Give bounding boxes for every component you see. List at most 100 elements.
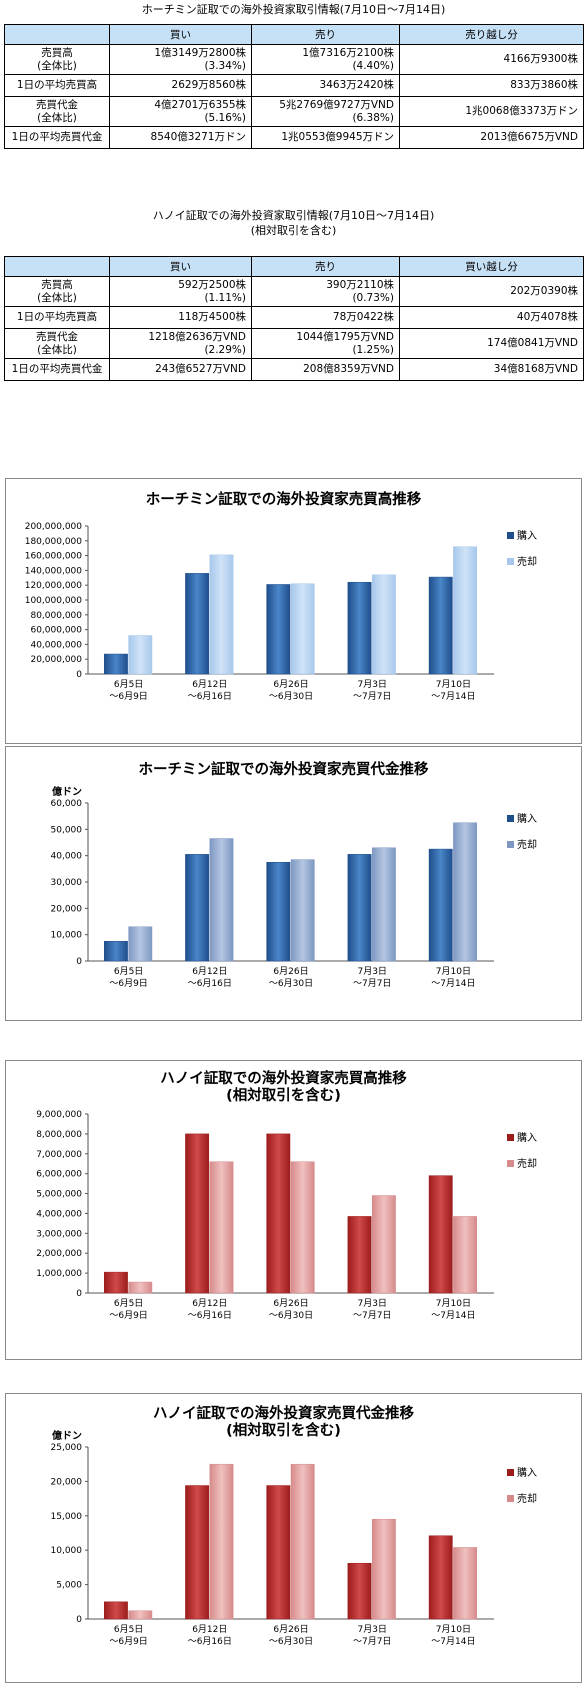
x-category-label: 7月3日 [357, 966, 386, 977]
table-cell-buy: 1218億2636万VND (2.29%) [109, 328, 252, 359]
y-tick-label: 5,000 [56, 1581, 82, 1591]
y-tick-label: 8,000,000 [36, 1130, 82, 1140]
cell-text: 1218億2636万VND [148, 330, 246, 343]
cell-text: (4.40%) [352, 59, 394, 72]
bar-buy [266, 862, 291, 962]
cell-text: 3463万2420株 [319, 79, 394, 91]
chart-hn-value-svg: ハノイ証取での海外投資家売買代金推移(相対取引を含む) 億ドン 0 5,000 10,0… [51, 1404, 538, 1647]
table-cell-net: 4166万9300株 [399, 44, 584, 75]
x-category-label: 6月5日 [114, 1298, 143, 1309]
table-row: 売買高 (全体比) 592万2500株 (1.11%) 390万2110株 (0.73%)… [4, 276, 584, 307]
table-cell-net: 40万4078株 [399, 306, 584, 329]
bar-sell [371, 1518, 396, 1620]
bar-buy [428, 1175, 453, 1294]
legend-swatch [507, 1469, 514, 1476]
x-category-label: ～6月30日 [269, 978, 313, 989]
y-tick-label: 60,000,000 [30, 626, 82, 636]
table-cell-net: 1兆0068億3373万ドン [399, 96, 584, 127]
x-category-label: 6月26日 [273, 1624, 308, 1635]
chart-title: ハノイ証取での海外投資家売買高推移 [160, 1069, 407, 1087]
y-tick-label: 7,000,000 [36, 1150, 82, 1160]
cell-text: (3.34%) [204, 59, 246, 72]
chart-hcm-volume-svg: ホーチミン証取での海外投資家売買高推移 0 20,000,000 40,000,000… [25, 490, 537, 702]
bar-buy [185, 1133, 210, 1294]
table-header-row: 買い 売り 買い越し分 [4, 256, 584, 277]
x-category-label: 6月5日 [114, 679, 143, 690]
y-tick-label: 6,000,000 [36, 1170, 82, 1180]
cell-text: 売買代金 [36, 98, 78, 111]
table-row: 売買代金 (全体比) 4億2701万6355株 (5.16%) 5兆2769億9727万… [4, 96, 584, 127]
x-category-label: 7月10日 [436, 966, 471, 977]
bar-buy [428, 576, 453, 675]
column-header [4, 256, 110, 277]
cell-text: 34億8168万VND [493, 363, 578, 375]
y-tick-label: 2,000,000 [36, 1249, 82, 1259]
y-tick-label: 20,000 [51, 1477, 83, 1487]
y-tick-label: 1,000,000 [36, 1269, 82, 1279]
x-category-label: 7月3日 [357, 1624, 386, 1635]
cell-text: 売買代金 [36, 330, 78, 343]
table-cell-label: 1日の平均売買高 [4, 306, 110, 329]
bar-sell [453, 546, 478, 675]
x-category-label: 6月26日 [273, 679, 308, 690]
column-header [4, 24, 110, 45]
bar-buy [103, 653, 128, 675]
cell-text: 売買高 [41, 278, 73, 291]
x-category-label: ～6月9日 [109, 978, 147, 989]
x-category-label: ～6月16日 [188, 1636, 232, 1647]
cell-text: 208億8359万VND [303, 363, 394, 375]
bar-sell [209, 554, 234, 675]
bar-sell [128, 1281, 153, 1294]
bar-sell [209, 1161, 234, 1294]
table-cell-label: 売買高 (全体比) [4, 44, 110, 75]
y-tick-label: 0 [76, 1289, 82, 1299]
bar-sell [128, 635, 153, 675]
cell-text: 1日の平均売買代金 [11, 131, 103, 143]
table-cell-net: 34億8168万VND [399, 358, 584, 381]
y-tick-label: 4,000,000 [36, 1209, 82, 1219]
table-cell-label: 1日の平均売買代金 [4, 126, 110, 149]
x-category-label: 6月12日 [192, 966, 227, 977]
y-tick-label: 100,000,000 [25, 596, 83, 606]
x-category-label: ～7月7日 [353, 1310, 391, 1321]
bar-sell [209, 838, 234, 962]
table-cell-net: 202万0390株 [399, 276, 584, 307]
table-cell-label: 売買代金 (全体比) [4, 96, 110, 127]
x-category-label: ～7月7日 [353, 691, 391, 702]
chart-hn-volume-svg: ハノイ証取での海外投資家売買高推移(相対取引を含む) 0 1,000,000 2,00… [36, 1069, 537, 1321]
cell-text: 78万0422株 [332, 311, 394, 323]
cell-text: 1日の平均売買高 [16, 79, 98, 91]
bar-buy [185, 854, 210, 962]
table-row: 売買高 (全体比) 1億3149万2800株 (3.34%) 1億7316万2100株(… [4, 44, 584, 75]
table-cell-label: 1日の平均売買代金 [4, 358, 110, 381]
chart-hn-value: ハノイ証取での海外投資家売買代金推移 (相対取引を含む) 億ドン 0 5,000 10,0… [5, 1393, 582, 1683]
y-tick-label: 15,000 [51, 1512, 83, 1522]
table-cell-label: 売買代金 (全体比) [4, 328, 110, 359]
table-cell-sell: 78万0422株 [251, 306, 400, 329]
hcm-info-table: 買い 売り 売り越し分 売買高 (全体比) 1億3149万2800株 (3.34%) 1億7… [4, 24, 584, 149]
bar-sell [290, 859, 315, 962]
table-row: 売買代金 (全体比) 1218億2636万VND (2.29%) 1044億1795万V… [4, 328, 584, 359]
cell-text: 5兆2769億9727万VND [279, 98, 394, 111]
bar-sell [290, 1161, 315, 1294]
cell-text: 1億7316万2100株 [302, 46, 394, 59]
x-category-label: ～7月14日 [431, 1636, 475, 1647]
table-cell-net: 833万3860株 [399, 74, 584, 97]
y-tick-label: 9,000,000 [36, 1110, 82, 1120]
x-category-label: 6月12日 [192, 1624, 227, 1635]
y-tick-label: 50,000 [51, 825, 83, 835]
y-tick-label: 20,000,000 [30, 655, 82, 665]
x-category-label: 6月12日 [192, 679, 227, 690]
legend-swatch [507, 815, 514, 822]
column-header: 売り [251, 24, 400, 45]
cell-text: 8540億3271万ドン [150, 131, 246, 143]
table-row: 1日の平均売買代金 8540億3271万ドン 1兆0553億9945万ドン 2013億… [4, 126, 584, 149]
bar-buy [185, 573, 210, 675]
cell-text: 592万2500株 [178, 278, 246, 291]
x-category-label: ～6月9日 [109, 1310, 147, 1321]
x-category-label: ～6月16日 [188, 1310, 232, 1321]
table-cell-sell: 390万2110株 (0.73%) [251, 276, 400, 307]
cell-text: 4億2701万6355株 [154, 98, 246, 111]
column-header: 買い [109, 256, 252, 277]
